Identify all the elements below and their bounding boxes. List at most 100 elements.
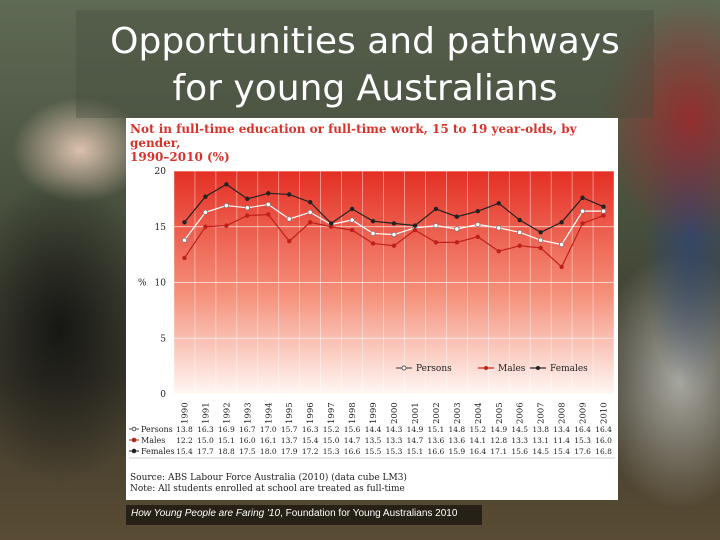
x-tick-label: 2001 <box>411 402 421 424</box>
point-females <box>454 214 460 219</box>
table-cell: 14.9 <box>407 425 424 434</box>
table-cell: 15.6 <box>511 447 528 456</box>
point-persons <box>454 226 460 232</box>
table-cell: 18.0 <box>260 447 277 456</box>
caption-band <box>126 505 482 525</box>
point-females <box>496 201 501 206</box>
slide-title: Opportunities and pathways for young Aus… <box>110 21 620 109</box>
legend-marker <box>401 365 407 371</box>
source-note: Source: ABS Labour Force Australia (2010… <box>130 473 610 495</box>
point-persons <box>370 230 376 237</box>
table-cell: 15.6 <box>344 425 361 434</box>
x-tick-label: 1990 <box>180 402 190 424</box>
table-cell: 15.0 <box>197 436 214 445</box>
table-cell: 15.1 <box>428 425 445 434</box>
table-cell: 15.3 <box>574 436 591 445</box>
table-row-marker <box>131 437 137 443</box>
point-females <box>433 206 439 212</box>
table-cell: 15.4 <box>302 436 319 445</box>
table-cell: 17.2 <box>302 447 319 456</box>
x-tick-label: 1991 <box>201 402 211 424</box>
table-row-marker <box>131 448 137 454</box>
point-females <box>391 221 397 226</box>
table-cell: 16.4 <box>574 425 591 434</box>
point-males <box>307 220 313 225</box>
x-tick-label: 2002 <box>432 402 442 424</box>
table-cell: 13.3 <box>511 436 528 445</box>
y-tick-label: 15 <box>155 223 167 233</box>
table-cell: 11.4 <box>553 436 570 445</box>
point-females <box>601 204 606 209</box>
point-males <box>245 213 250 218</box>
point-females <box>287 192 292 197</box>
point-females <box>182 220 187 225</box>
x-tick-label: 1997 <box>327 402 337 424</box>
table-cell: 16.3 <box>302 425 319 434</box>
point-persons <box>391 231 397 238</box>
y-tick-label: 5 <box>160 334 166 344</box>
table-cell: 14.4 <box>365 425 382 434</box>
table-cell: 18.8 <box>218 447 235 456</box>
point-males <box>496 249 501 254</box>
x-tick-label: 2006 <box>516 402 526 424</box>
table-cell: 16.0 <box>239 436 256 445</box>
point-persons <box>307 209 313 215</box>
table-cell: 17.5 <box>239 447 256 456</box>
table-cell: 13.4 <box>553 425 570 434</box>
point-males <box>559 264 564 270</box>
table-cell: 15.3 <box>386 447 403 456</box>
point-males <box>412 227 418 233</box>
point-females <box>245 196 250 202</box>
table-cell: 16.6 <box>344 447 361 456</box>
table-cell: 15.1 <box>407 447 424 456</box>
point-females <box>517 217 522 223</box>
table-row-label: Persons <box>141 425 173 434</box>
table-cell: 14.1 <box>469 436 486 445</box>
table-row-label: Females <box>141 447 175 456</box>
table-cell: 17.7 <box>197 447 214 456</box>
table-row-marker <box>131 426 137 432</box>
table-row-label: Males <box>141 436 165 445</box>
table-cell: 17.0 <box>260 425 277 434</box>
table-cell: 14.7 <box>344 436 361 445</box>
note-text: Note: All students enrolled at school ar… <box>130 484 405 494</box>
point-females <box>412 223 418 228</box>
table-cell: 17.6 <box>574 447 591 456</box>
table-cell: 13.7 <box>281 436 298 445</box>
caption-italic: How Young People are Faring '10 <box>131 508 281 519</box>
x-tick-label: 2010 <box>600 402 610 424</box>
line-chart: 0 5 10 15 20% Persons Males Females 1990 1991 19… <box>129 167 615 459</box>
table-cell: 13.3 <box>386 436 403 445</box>
table-cell: 13.5 <box>365 436 382 445</box>
table-cell: 12.2 <box>176 436 193 445</box>
point-persons <box>202 209 209 215</box>
point-persons <box>181 237 188 243</box>
point-persons <box>244 205 250 211</box>
table-cell: 15.3 <box>323 447 340 456</box>
table-cell: 16.9 <box>218 425 235 434</box>
x-tick-label: 1994 <box>264 402 274 424</box>
table-cell: 14.9 <box>490 425 507 434</box>
x-tick-label: 1992 <box>222 402 232 424</box>
table-cell: 13.8 <box>176 425 193 434</box>
point-males <box>580 221 585 226</box>
table-cell: 17.9 <box>281 447 298 456</box>
x-tick-label: 2005 <box>495 402 505 424</box>
x-tick-label: 1993 <box>243 402 253 424</box>
table-cell: 15.4 <box>553 447 570 456</box>
table-cell: 16.7 <box>239 425 256 434</box>
y-axis-label: % <box>138 279 147 289</box>
point-males <box>433 240 439 245</box>
x-tick-label: 2007 <box>537 402 547 424</box>
chart-card: Not in full-time education or full-time … <box>126 118 618 500</box>
table-cell: 14.5 <box>511 425 528 434</box>
point-females <box>307 200 313 205</box>
table-cell: 15.2 <box>469 425 486 434</box>
point-females <box>538 230 543 235</box>
point-males <box>517 243 522 248</box>
table-cell: 12.8 <box>490 436 507 445</box>
point-females <box>266 191 271 196</box>
x-tick-label: 2003 <box>453 402 463 424</box>
point-males <box>203 224 208 229</box>
table-cell: 16.1 <box>260 436 277 445</box>
